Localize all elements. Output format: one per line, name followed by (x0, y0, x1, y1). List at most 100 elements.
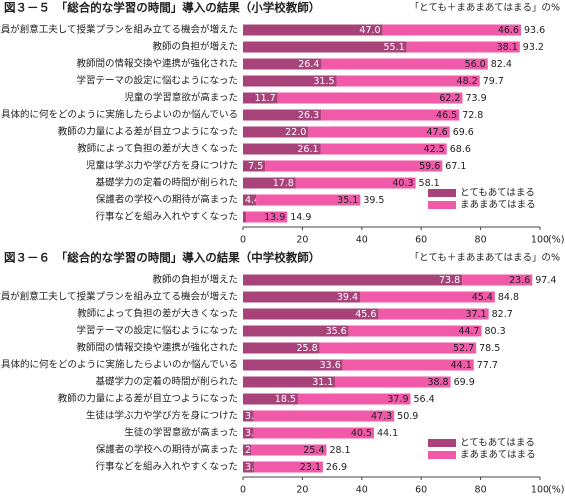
legend-swatch (428, 451, 456, 459)
legend-label: とてもあてはまる (460, 188, 535, 199)
x-tick-label: 60 (415, 235, 427, 246)
x-tick-label: 40 (356, 235, 368, 246)
category-label: 教師によって負担の差が大きくなった (77, 143, 238, 155)
category-label: 教師の負担が増えた (152, 41, 238, 53)
bar-segment (342, 359, 474, 371)
value-label: 23.1 (300, 462, 321, 473)
bar-segment (277, 92, 463, 104)
total-label: 68.6 (450, 144, 471, 155)
bar-segment (295, 177, 416, 189)
x-tick-label: 0 (240, 235, 246, 246)
bar-segment (243, 211, 246, 223)
category-label: 児童の学習意欲が高まった (124, 92, 238, 104)
value-label: 42.5 (424, 144, 445, 155)
bar-segment (243, 376, 336, 388)
total-label: 80.3 (484, 326, 505, 337)
category-label: 保護者の学校への期待が高まった (96, 444, 238, 456)
value-label: 3.6 (245, 411, 260, 422)
value-label: 38.8 (427, 377, 448, 388)
x-tick-label: 0 (240, 485, 246, 496)
total-label: 28.1 (329, 445, 350, 456)
total-label: 14.9 (290, 212, 311, 223)
total-label: 50.9 (397, 411, 418, 422)
value-label: 38.1 (497, 42, 518, 53)
bar-segment (243, 410, 254, 422)
total-label: 93.2 (523, 42, 544, 53)
x-tick-label: 20 (296, 485, 308, 496)
bar-segment (321, 109, 460, 121)
bar-segment (243, 461, 255, 473)
value-label: 56.0 (465, 59, 486, 70)
category-label: 教師間の情報交換や連携が強化された (76, 342, 238, 354)
x-axis-label: (%) (548, 485, 564, 496)
value-label: 26.3 (298, 110, 319, 121)
value-label: 22.0 (285, 127, 306, 138)
total-label: 58.1 (419, 178, 440, 189)
bar-segment (243, 359, 343, 371)
bar-segment (251, 444, 327, 456)
value-label: 3.8 (245, 462, 260, 473)
total-label: 73.9 (465, 93, 486, 104)
total-label: 79.7 (483, 76, 504, 87)
bar-segment (382, 24, 521, 36)
bar-segment (243, 427, 254, 439)
bar-segment (243, 177, 296, 189)
chart-title: 図３－５ 「総合的な学習の時間」導入の結果（小学校教師） (4, 1, 320, 15)
bar-segment (243, 342, 320, 354)
total-label: 44.1 (377, 428, 398, 439)
bar-segment (308, 126, 450, 138)
legend-label: まあまあてはまる (460, 200, 536, 211)
category-label: 具体的に何をどのように実施したらよいのか悩んでいる (1, 359, 238, 371)
bar-segment (406, 41, 520, 53)
bar-segment (348, 325, 482, 337)
value-label: 40.5 (351, 428, 372, 439)
value-label: 59.6 (419, 161, 440, 172)
bar-segment (243, 24, 383, 36)
category-label: 学習テーマの設定に悩むようになった (76, 325, 238, 337)
total-label: 93.6 (524, 25, 545, 36)
category-label: 児童は学ぶ力や学び方を身につけた (86, 160, 238, 172)
legend-swatch (428, 201, 456, 209)
value-label: 55.1 (383, 42, 404, 53)
total-label: 69.6 (453, 127, 474, 138)
value-label: 52.7 (453, 343, 474, 354)
value-label: 44.7 (458, 326, 479, 337)
value-label: 3.6 (245, 428, 260, 439)
value-label: 33.6 (320, 360, 341, 371)
bar-segment (360, 291, 495, 303)
bar-segment (243, 160, 266, 172)
note: 「とても＋まあまあてはまる」の% (410, 253, 560, 264)
value-label: 47.6 (427, 127, 448, 138)
bar-segment (243, 325, 349, 337)
category-label: 教師によって負担の差が大きくなった (77, 308, 238, 320)
value-label: 47.0 (359, 25, 380, 36)
category-label: 生徒は学ぶ力や学び方を身につけた (86, 410, 238, 422)
total-label: 97.4 (535, 275, 556, 286)
value-label: 11.7 (255, 93, 276, 104)
x-tick-label: 80 (475, 235, 487, 246)
legend-swatch (428, 439, 456, 447)
x-tick-label: 100 (531, 235, 549, 246)
value-label: 7.5 (248, 161, 263, 172)
bar-segment (256, 194, 361, 206)
value-label: 25.8 (296, 343, 317, 354)
bar-segment (265, 160, 443, 172)
total-label: 69.9 (454, 377, 475, 388)
category-label: 基礎学力の定着の時間が削られた (95, 177, 238, 189)
x-tick-label: 100 (531, 485, 549, 496)
bar-segment (243, 444, 252, 456)
value-label: 4.4 (245, 195, 260, 206)
category-label: 教師の力量による差が目立つようになった (58, 393, 238, 405)
category-label: 一般教員が創意工夫して授業プランを組み立てる機会が増えた (0, 291, 238, 303)
bar-segment (243, 143, 321, 155)
category-label: 教師間の情報交換や連携が強化された (76, 58, 238, 70)
total-label: 77.7 (477, 360, 498, 371)
bar-segment (243, 194, 257, 206)
value-label: 31.5 (313, 76, 334, 87)
total-label: 78.5 (479, 343, 500, 354)
value-label: 44.1 (451, 360, 472, 371)
bar-segment (243, 92, 278, 104)
value-label: 13.9 (264, 212, 285, 223)
bar-segment (243, 126, 309, 138)
